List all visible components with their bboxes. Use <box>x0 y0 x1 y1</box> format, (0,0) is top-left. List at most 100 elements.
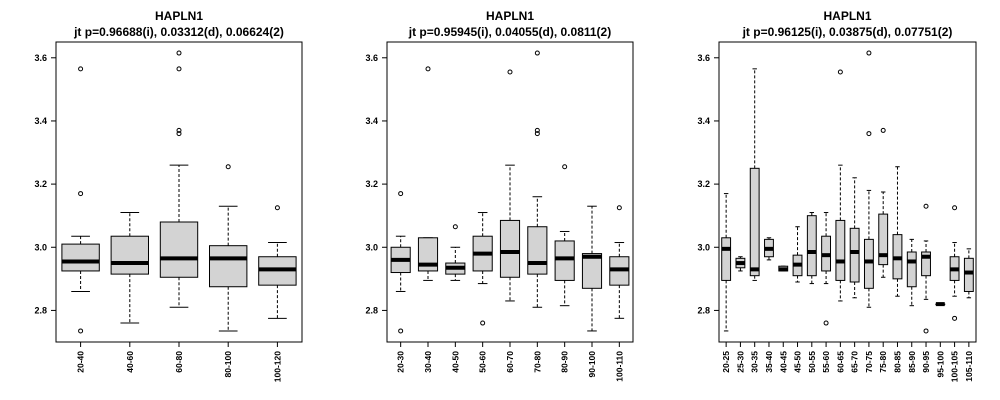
box-35-40 <box>764 237 774 261</box>
x-tick-label: 100-110 <box>614 351 624 382</box>
x-tick-label: 50-60 <box>478 351 488 373</box>
x-tick-label: 105-110 <box>964 351 974 382</box>
box-95-100 <box>935 302 946 307</box>
x-tick-label: 80-90 <box>560 351 570 373</box>
y-tick-label: 3.6 <box>697 53 710 63</box>
box-20-40 <box>61 66 100 334</box>
box-85-90 <box>906 238 917 307</box>
chart-panel-2: HAPLN1 jt p=0.95945(i), 0.04055(d), 0.081… <box>365 9 634 382</box>
y-tick-label: 2.8 <box>365 305 378 315</box>
iqr-box <box>554 240 575 281</box>
chart-title: HAPLN1 <box>155 9 203 23</box>
x-tick-label: 40-45 <box>778 351 788 373</box>
outlier-point <box>398 328 404 334</box>
y-tick-label: 3.6 <box>34 53 47 63</box>
x-tick-label: 25-30 <box>735 351 745 373</box>
x-tick-label: 60-65 <box>835 351 845 373</box>
box-75-80 <box>878 127 889 278</box>
x-tick-label: 70-80 <box>532 351 542 373</box>
box-70-75 <box>863 50 874 308</box>
box-105-110 <box>963 248 974 299</box>
outlier-point <box>176 131 182 137</box>
iqr-box <box>921 251 931 277</box>
y-tick-label: 3.2 <box>697 179 710 189</box>
outlier-point <box>452 224 458 230</box>
x-tick-label: 100-120 <box>272 351 282 382</box>
x-tick-label: 45-50 <box>793 351 803 373</box>
iqr-box <box>721 237 732 281</box>
iqr-box <box>581 253 603 289</box>
plot-frame <box>386 41 634 343</box>
x-tick-label: 35-40 <box>764 351 774 373</box>
chart-title: HAPLN1 <box>486 9 534 23</box>
box-60-70 <box>499 69 521 302</box>
y-tick-label: 3.0 <box>34 242 47 252</box>
outlier-point <box>866 50 872 56</box>
outlier-point <box>534 127 540 133</box>
x-tick-label: 80-85 <box>892 351 902 373</box>
outlier-point <box>880 127 886 133</box>
box-80-85 <box>892 166 903 297</box>
y-tick-label: 3.0 <box>365 242 378 252</box>
outlier-point <box>952 315 958 321</box>
iqr-box <box>499 219 521 278</box>
box-100-110 <box>609 205 630 319</box>
x-tick-label: 90-100 <box>587 351 597 378</box>
box-20-30 <box>390 191 411 334</box>
box-45-50 <box>792 226 803 283</box>
iqr-box <box>527 226 548 275</box>
outlier-point <box>78 328 84 334</box>
chart-subtitle: jt p=0.96688(i), 0.03312(d), 0.06624(2) <box>73 25 284 39</box>
outlier-point <box>78 191 84 197</box>
plot-frame <box>718 41 977 343</box>
x-tick-label: 75-80 <box>878 351 888 373</box>
iqr-box <box>61 243 100 272</box>
y-tick-label: 2.8 <box>697 305 710 315</box>
box-40-45 <box>778 265 789 272</box>
box-40-50 <box>445 224 466 281</box>
iqr-box <box>110 235 149 275</box>
box-40-60 <box>110 212 149 324</box>
box-90-95 <box>921 203 931 334</box>
outlier-point <box>225 164 231 170</box>
x-tick-label: 20-40 <box>76 351 86 373</box>
chart-panel-1: HAPLN1 jt p=0.96688(i), 0.03312(d), 0.066… <box>34 9 303 382</box>
chart-subtitle: jt p=0.95945(i), 0.04055(d), 0.0811(2) <box>408 25 611 39</box>
outlier-point <box>952 205 958 211</box>
chart-subtitle: jt p=0.96125(i), 0.03875(d), 0.07751(2) <box>742 25 953 39</box>
box-50-60 <box>472 212 493 326</box>
x-tick-label: 100-105 <box>950 351 960 382</box>
outlier-point <box>562 164 568 170</box>
iqr-box <box>863 238 874 289</box>
box-80-90 <box>554 164 575 307</box>
x-tick-label: 85-90 <box>907 351 917 373</box>
x-tick-label: 90-95 <box>921 351 931 373</box>
chart-panel-3: HAPLN1 jt p=0.96125(i), 0.03875(d), 0.077… <box>697 9 977 382</box>
outlier-point <box>534 50 540 56</box>
outlier-point <box>616 205 622 211</box>
x-tick-label: 70-75 <box>864 351 874 373</box>
y-tick-label: 3.4 <box>365 116 378 126</box>
x-tick-label: 65-70 <box>850 351 860 373</box>
x-tick-label: 50-55 <box>807 351 817 373</box>
x-tick-label: 20-25 <box>721 351 731 373</box>
x-tick-label: 40-60 <box>125 351 135 373</box>
x-tick-label: 55-60 <box>821 351 831 373</box>
box-55-60 <box>821 212 832 326</box>
box-70-80 <box>527 50 548 308</box>
box-80-100 <box>209 164 248 332</box>
outlier-point <box>398 191 404 197</box>
iqr-box <box>906 251 917 288</box>
box-90-100 <box>581 205 603 332</box>
box-50-55 <box>806 212 817 285</box>
iqr-box <box>878 213 889 266</box>
outlier-point <box>78 66 84 72</box>
outlier-point <box>176 50 182 56</box>
x-tick-label: 95-100 <box>935 351 945 378</box>
x-tick-label: 80-100 <box>223 351 233 378</box>
x-tick-label: 60-70 <box>505 351 515 373</box>
box-20-25 <box>721 193 732 332</box>
iqr-box <box>849 227 860 283</box>
x-tick-label: 20-30 <box>396 351 406 373</box>
